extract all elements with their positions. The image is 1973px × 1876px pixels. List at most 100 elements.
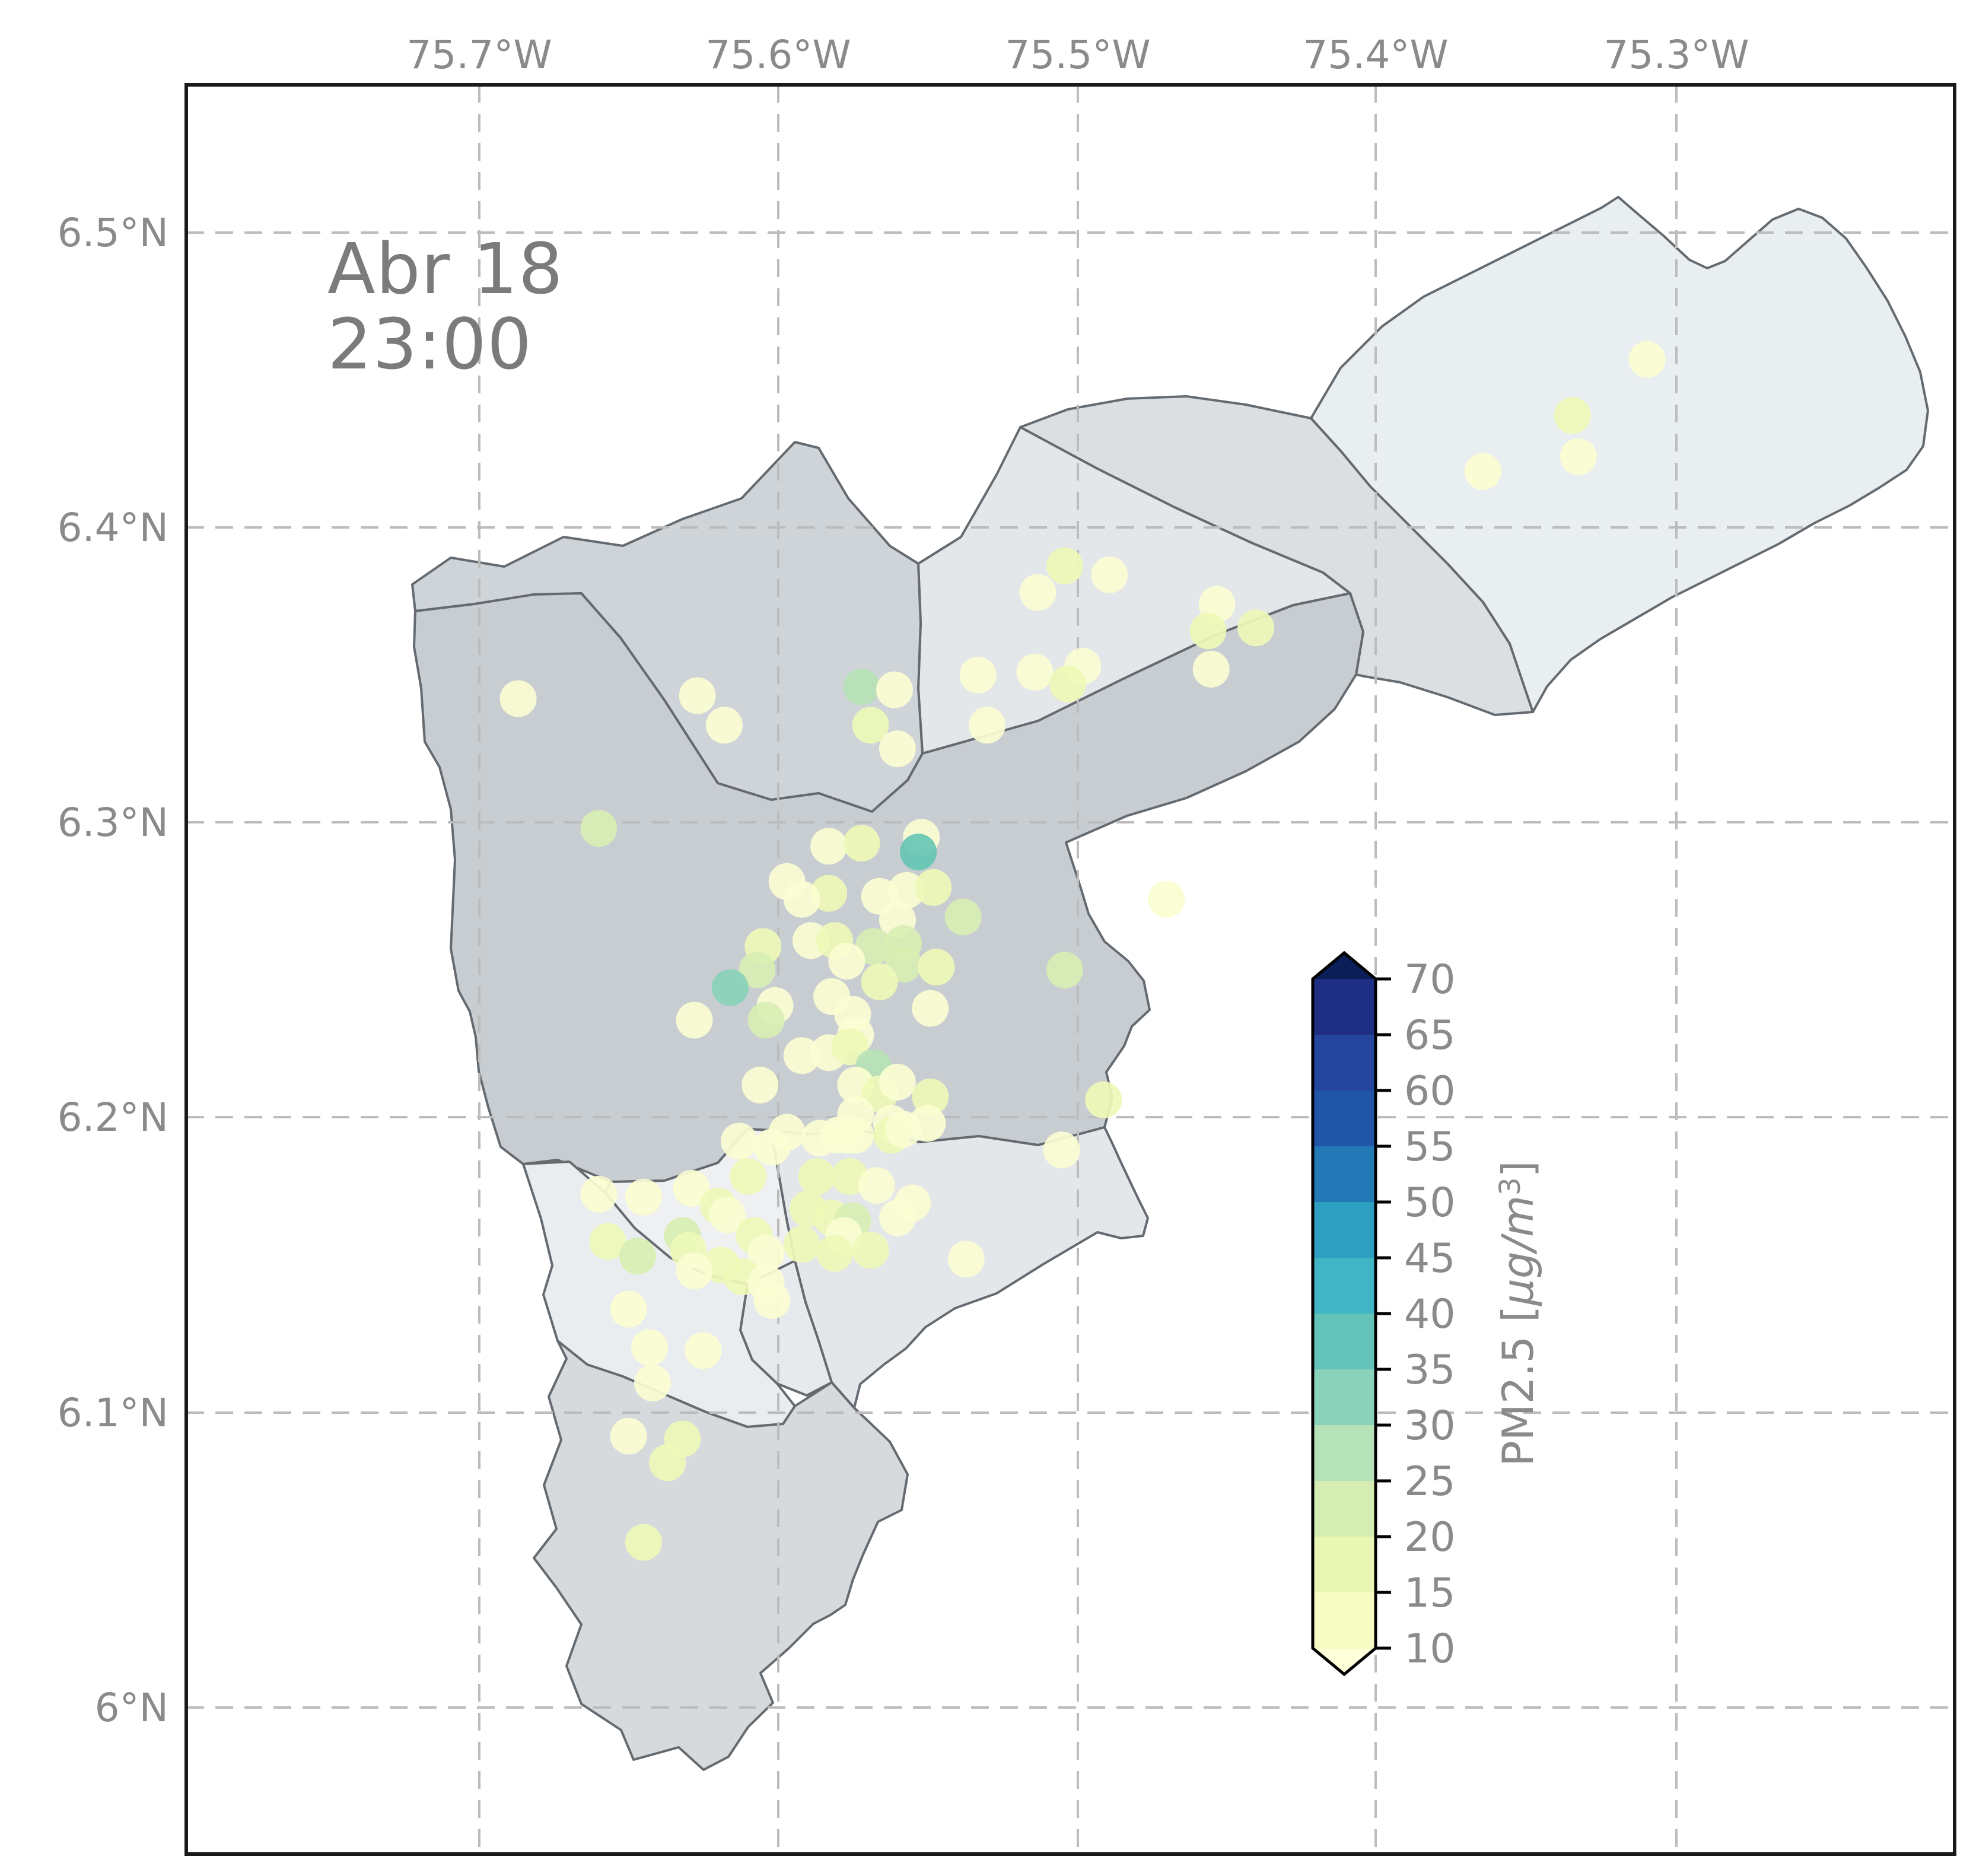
station-point — [879, 730, 916, 768]
colorbar-tick-label: 15 — [1404, 1570, 1456, 1617]
x-tick-label: 75.3°W — [1603, 32, 1749, 78]
station-point — [499, 680, 537, 717]
y-tick-label: 6.1°N — [58, 1390, 168, 1436]
colorbar-band — [1313, 1258, 1376, 1314]
station-point — [959, 656, 997, 694]
station-point — [876, 671, 913, 708]
station-point — [1019, 574, 1056, 611]
colorbar-band — [1313, 1035, 1376, 1091]
station-point — [610, 1417, 647, 1455]
station-point — [858, 1167, 895, 1204]
station-point — [1560, 438, 1597, 475]
station-point — [828, 943, 865, 980]
colorbar-tick-label: 10 — [1404, 1626, 1456, 1672]
colorbar-arrow-over — [1313, 953, 1376, 979]
timestamp-time: 23:00 — [327, 303, 533, 386]
station-point — [843, 825, 880, 862]
station-point — [1189, 612, 1227, 650]
colorbar-tick-label: 40 — [1404, 1291, 1456, 1338]
colorbar-band — [1313, 1090, 1376, 1147]
colorbar-tick-label: 50 — [1404, 1179, 1456, 1226]
station-point — [753, 1128, 791, 1166]
station-point — [631, 1329, 668, 1366]
station-point — [810, 828, 848, 865]
station-point — [705, 707, 743, 744]
timestamp-date: Abr 18 — [327, 228, 564, 310]
station-point — [885, 1111, 922, 1148]
y-tick-label: 6.4°N — [58, 505, 168, 551]
station-point — [798, 1158, 835, 1195]
colorbar-title: PM2.5 [µg/m3] — [1493, 1160, 1543, 1467]
station-point — [843, 668, 880, 705]
y-tick-label: 6°N — [95, 1685, 168, 1731]
colorbar-band — [1313, 1592, 1376, 1649]
station-point — [721, 1123, 758, 1160]
station-point — [837, 1117, 874, 1154]
colorbar-band — [1313, 1481, 1376, 1537]
colorbar-band — [1313, 1369, 1376, 1426]
station-point — [580, 810, 618, 847]
station-point — [610, 1290, 647, 1328]
colorbar-tick-label: 35 — [1404, 1347, 1456, 1394]
colorbar-band — [1313, 1146, 1376, 1203]
station-point — [912, 1078, 949, 1115]
station-point — [676, 1252, 713, 1290]
station-point — [783, 1037, 820, 1074]
station-point — [679, 677, 716, 714]
station-point — [783, 1226, 820, 1263]
station-point — [947, 1241, 985, 1278]
station-point — [1085, 1081, 1122, 1118]
colorbar-band — [1313, 1425, 1376, 1481]
colorbar-tick-label: 30 — [1404, 1403, 1456, 1449]
station-point — [589, 1223, 626, 1260]
station-point — [625, 1524, 662, 1561]
station-point — [634, 1365, 671, 1402]
station-point — [1091, 556, 1128, 593]
y-tick-label: 6.3°N — [58, 800, 168, 845]
colorbar-tick-label: 45 — [1404, 1235, 1456, 1282]
colorbar-arrow-under — [1313, 1648, 1376, 1674]
x-tick-label: 75.6°W — [705, 32, 851, 78]
station-point — [676, 1001, 713, 1039]
station-point — [685, 1332, 722, 1369]
colorbar-band — [1313, 979, 1376, 1035]
station-point — [747, 1235, 785, 1272]
station-point — [879, 1063, 916, 1101]
station-point — [619, 1238, 656, 1275]
station-point — [1554, 397, 1591, 434]
colorbar-band — [1313, 1202, 1376, 1258]
colorbar-band — [1313, 1537, 1376, 1593]
station-point — [1043, 1131, 1080, 1169]
station-point — [739, 952, 776, 988]
station-point — [816, 1235, 854, 1272]
station-point — [855, 928, 892, 965]
station-point — [831, 1028, 868, 1066]
station-point — [912, 990, 949, 1027]
station-point — [915, 869, 952, 906]
station-point — [1192, 650, 1230, 688]
colorbar-tick-label: 55 — [1404, 1124, 1456, 1171]
station-point — [944, 898, 982, 936]
station-point — [753, 1282, 791, 1319]
station-point — [673, 1169, 710, 1207]
colorbar-tick-label: 65 — [1404, 1012, 1456, 1059]
x-tick-label: 75.5°W — [1005, 32, 1150, 78]
y-tick-label: 6.5°N — [58, 210, 168, 256]
station-point — [888, 872, 925, 909]
station-point — [742, 1066, 779, 1104]
station-point — [852, 1232, 889, 1269]
colorbar-tick-label: 60 — [1404, 1068, 1456, 1115]
station-point — [1049, 665, 1086, 702]
station-point — [711, 969, 749, 1006]
station-point — [708, 1196, 746, 1233]
station-point — [1464, 453, 1501, 490]
colorbar-tick-label: 70 — [1404, 956, 1456, 1003]
station-point — [1237, 609, 1275, 647]
station-point — [783, 880, 820, 918]
station-point — [918, 949, 955, 985]
station-point — [1148, 880, 1185, 918]
station-point — [894, 1184, 931, 1222]
colorbar-tick-label: 20 — [1404, 1514, 1456, 1561]
